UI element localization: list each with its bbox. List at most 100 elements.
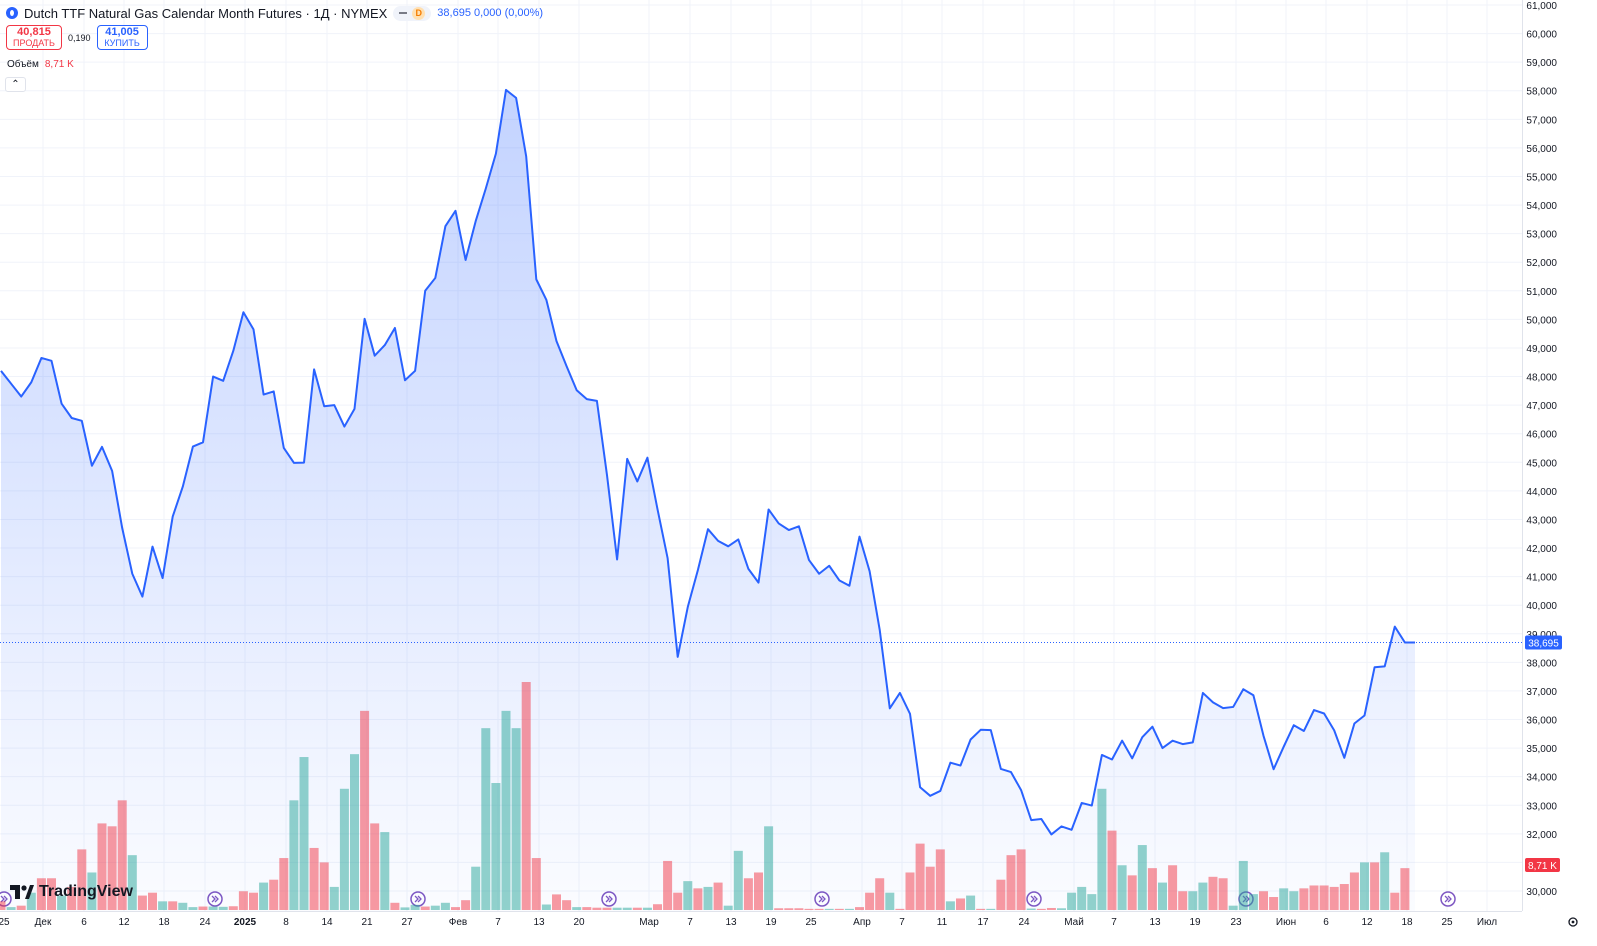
- volume-bar: [77, 849, 87, 910]
- time-tick-label: 11: [937, 917, 948, 928]
- time-tick-label: 25: [1441, 917, 1453, 928]
- volume-bar: [107, 826, 117, 910]
- volume-bar: [158, 901, 168, 910]
- volume-bar: [501, 710, 511, 910]
- volume-bar: [945, 901, 955, 910]
- time-tick-label: 6: [1323, 917, 1329, 928]
- collapse-legend-button[interactable]: ⌃: [5, 77, 26, 92]
- time-tick-label: 7: [899, 917, 905, 928]
- volume-bar: [653, 904, 662, 910]
- sell-button[interactable]: 40,815 ПРОДАТЬ: [6, 25, 62, 50]
- volume-bar: [622, 907, 632, 910]
- volume-bar: [6, 907, 16, 910]
- volume-bar: [814, 908, 824, 910]
- volume-bar: [986, 908, 996, 910]
- volume-bar: [47, 878, 56, 910]
- volume-bar: [1370, 862, 1380, 910]
- volume-bar: [885, 892, 895, 910]
- volume-bar: [804, 908, 814, 910]
- gear-ring: [1568, 917, 1578, 927]
- time-tick-label: Июл: [1477, 917, 1497, 928]
- volume-bar: [198, 906, 208, 910]
- volume-bar: [602, 907, 612, 910]
- time-tick-label: Апр: [853, 917, 871, 928]
- volume-bar: [1077, 886, 1087, 910]
- volume-bar: [1137, 845, 1147, 910]
- volume-bar: [1188, 891, 1198, 910]
- volume-bar: [552, 894, 561, 910]
- event-marker-icon[interactable]: [1440, 891, 1456, 907]
- chevron-up-icon: ⌃: [11, 79, 20, 90]
- volume-bar: [319, 862, 329, 910]
- volume-bar: [1046, 907, 1056, 910]
- volume-bar: [440, 902, 450, 910]
- tradingview-logo[interactable]: TradingView: [10, 883, 133, 901]
- volume-bar: [148, 892, 157, 910]
- volume-bar: [683, 881, 693, 910]
- volume-bar: [16, 905, 26, 910]
- volume-bar: [1016, 849, 1026, 910]
- volume-tag-text: 8,71 K: [1528, 861, 1557, 872]
- volume-bar: [168, 901, 178, 910]
- volume-bar: [1208, 876, 1218, 910]
- time-tick-label: 7: [687, 917, 693, 928]
- time-tick-label: 24: [199, 917, 211, 928]
- volume-bar: [380, 832, 390, 910]
- price-tick-label: 57,000: [1526, 115, 1557, 126]
- time-tick-label: 13: [725, 917, 737, 928]
- volume-bar: [1238, 860, 1248, 910]
- market-status-pill[interactable]: D: [393, 5, 432, 21]
- price-axis[interactable]: 30,00031,00032,00033,00034,00035,00036,0…: [1522, 0, 1558, 911]
- volume-bar: [743, 878, 753, 910]
- trade-panel: 40,815 ПРОДАТЬ 0,190 41,005 КУПИТЬ: [6, 25, 148, 50]
- volume-bar: [491, 783, 501, 910]
- volume-bar: [531, 858, 541, 910]
- volume-bar: [97, 823, 107, 910]
- time-tick-label: Май: [1064, 917, 1084, 928]
- volume-bar: [663, 860, 673, 910]
- time-tick-label: 17: [977, 917, 989, 928]
- volume-bar: [1309, 885, 1319, 910]
- volume-bar: [834, 908, 844, 910]
- chart-header: Dutch TTF Natural Gas Calendar Month Fut…: [6, 4, 543, 22]
- volume-bar: [855, 907, 864, 910]
- volume-bar: [592, 907, 602, 910]
- time-axis[interactable]: 25 Дек 6 12 18 24 2025 8 14 21 27 Фев 7 13 20 Мар 7 13 19 2…: [0, 911, 1578, 929]
- buy-button[interactable]: 41,005 КУПИТЬ: [96, 25, 148, 50]
- volume-bar: [1228, 905, 1238, 910]
- volume-legend[interactable]: Объём 8,71 K: [7, 59, 74, 70]
- price-tick-label: 49,000: [1526, 344, 1557, 355]
- volume-bar: [1349, 872, 1359, 910]
- volume-bar: [1400, 868, 1410, 910]
- volume-bar: [1269, 897, 1279, 910]
- symbol-title[interactable]: Dutch TTF Natural Gas Calendar Month Fut…: [24, 5, 388, 21]
- volume-bar: [137, 895, 147, 910]
- volume-bar: [1279, 888, 1289, 910]
- gear-hub: [1571, 920, 1575, 924]
- volume-bar: [673, 892, 683, 910]
- volume-bar: [1067, 892, 1077, 910]
- volume-bar: [612, 907, 622, 910]
- price-tick-label: 51,000: [1526, 287, 1557, 298]
- settings-gear-icon[interactable]: [1568, 917, 1578, 927]
- time-tick-label: 25: [0, 917, 10, 928]
- volume-bar: [420, 906, 430, 910]
- volume-bar: [966, 895, 976, 910]
- time-tick-label: 7: [1111, 917, 1117, 928]
- volume-bar: [1006, 855, 1016, 910]
- volume-bar: [956, 898, 965, 910]
- volume-legend-value: 8,71 K: [44, 59, 74, 70]
- volume-bar: [1127, 875, 1137, 910]
- volume-bar: [360, 710, 370, 910]
- volume-bar: [935, 849, 945, 910]
- volume-bar: [1339, 884, 1349, 910]
- price-tick-label: 52,000: [1526, 258, 1557, 269]
- volume-bar: [764, 826, 774, 910]
- volume-bar: [461, 900, 471, 910]
- volume-bar: [339, 788, 349, 910]
- volume-bar: [1218, 878, 1228, 910]
- time-tick-label: 19: [1189, 917, 1201, 928]
- volume-bar: [865, 892, 875, 910]
- volume-bar: [1319, 885, 1329, 910]
